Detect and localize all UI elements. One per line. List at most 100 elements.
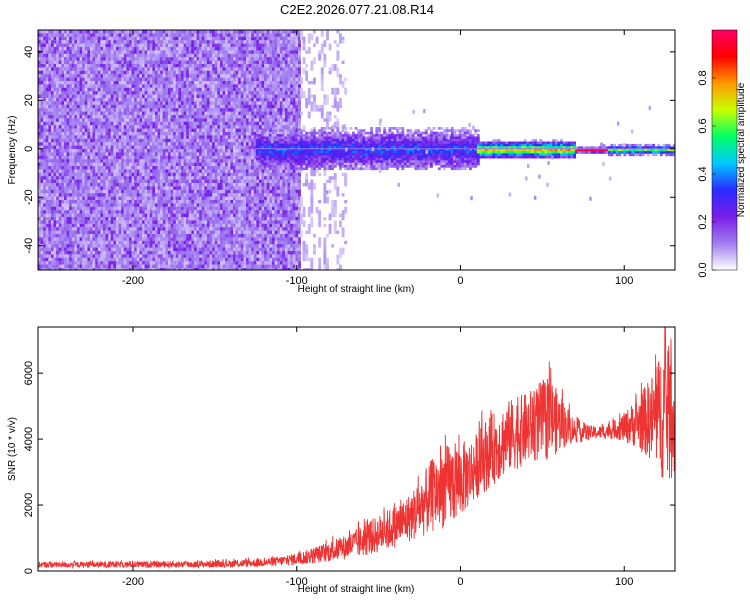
- spectrogram-cell: [194, 240, 197, 245]
- spectrogram-cell: [92, 155, 96, 160]
- spectrogram-cell: [58, 128, 62, 132]
- spectrogram-cell: [108, 159, 112, 163]
- spectrogram-cell: [103, 264, 106, 268]
- spectrogram-cell: [113, 84, 117, 88]
- spectrogram-cell: [71, 101, 75, 105]
- spectrogram-cell: [90, 206, 93, 211]
- spectrogram-cell: [178, 159, 182, 163]
- spectrogram-cell: [152, 70, 156, 75]
- spectrogram-cell: [40, 203, 44, 207]
- spectrogram-cell: [155, 36, 158, 41]
- spectrogram-cell: [105, 196, 109, 200]
- spectrogram-cell: [199, 264, 203, 268]
- spectrogram-cell: [58, 230, 62, 234]
- spectrogram-cell: [121, 94, 125, 98]
- spectrogram-cell: [131, 186, 135, 194]
- spectrogram-cell: [51, 169, 54, 177]
- spectrogram-cell: [51, 33, 54, 37]
- spectrogram-cell: [147, 81, 151, 85]
- spectrogram-cell: [173, 40, 177, 44]
- spectrogram-cell: [51, 145, 54, 149]
- spectrogram-cell: [56, 210, 60, 214]
- spectrogram-cell: [45, 206, 49, 211]
- spectrogram-cell: [100, 135, 104, 139]
- spectrogram-cell: [149, 247, 153, 251]
- spectrogram-cell: [170, 70, 174, 75]
- spectrogram-cell: [90, 74, 93, 78]
- spectrogram-cell: [90, 203, 93, 211]
- spectrogram-cell: [45, 254, 49, 258]
- spectrogram-cell: [110, 206, 114, 211]
- spectrogram-cell: [188, 172, 192, 177]
- spectrogram-cell: [105, 84, 109, 88]
- spectrogram-cell: [53, 152, 57, 156]
- spectrogram-cell: [173, 217, 177, 221]
- spectrogram-cell: [40, 135, 44, 139]
- spectrogram-cell: [170, 251, 174, 255]
- spectrogram-cell: [149, 43, 153, 47]
- spectrogram-cell: [173, 247, 177, 251]
- spectrogram-cell: [48, 40, 52, 44]
- spectrogram-cell: [168, 193, 171, 197]
- spectrogram-cell: [97, 118, 101, 122]
- spectrogram-cell: [152, 33, 156, 37]
- spectrogram-cell: [92, 230, 96, 234]
- spectrogram-cell: [113, 169, 117, 177]
- spectrogram-cell: [118, 77, 122, 81]
- spectrogram-cell: [95, 111, 99, 115]
- spectrogram-cell: [48, 60, 52, 64]
- spectrogram-cell: [191, 251, 195, 255]
- spectrogram-cell: [168, 118, 171, 122]
- spectrogram-cell: [136, 247, 140, 251]
- spectrogram-cell: [118, 261, 122, 265]
- spectrogram-cell: [79, 47, 83, 51]
- spectrogram-cell: [118, 268, 122, 270]
- spectrogram-cell: [152, 257, 156, 262]
- spectrogram-cell: [157, 166, 161, 170]
- spectrogram-cell: [155, 104, 158, 109]
- spectrogram-cell: [152, 50, 156, 54]
- spectrogram-cell: [126, 203, 130, 211]
- spectrogram-cell: [74, 84, 78, 88]
- spectrogram-cell: [186, 223, 190, 228]
- spectrogram-cell: [45, 213, 49, 217]
- spectrogram-cell: [108, 261, 112, 265]
- spectrogram-cell: [142, 223, 145, 228]
- spectrogram-cell: [53, 135, 57, 139]
- spectrogram-cell: [69, 50, 73, 54]
- spectrogram-cell: [69, 36, 73, 41]
- spectrogram-cell: [113, 210, 117, 214]
- spectrogram-cell: [116, 196, 119, 200]
- spectrogram-cell: [66, 230, 70, 234]
- spectrogram-cell: [134, 240, 138, 245]
- spectrogram-cell: [64, 57, 67, 61]
- spectrogram-cell: [207, 74, 210, 78]
- spectrogram-cell: [43, 176, 47, 180]
- spectrogram-cell: [204, 43, 208, 47]
- spectrogram-cell: [51, 257, 54, 265]
- spectrogram-cell: [64, 237, 67, 245]
- spectrogram-cell: [58, 176, 62, 180]
- spectrogram-cell: [108, 234, 112, 238]
- spectrogram-cell: [136, 30, 140, 34]
- spectrogram-cell: [110, 169, 114, 173]
- spectrogram-cell: [181, 77, 184, 81]
- spectrogram-cell: [173, 237, 177, 245]
- spectrogram-cell: [77, 64, 80, 68]
- spectrogram-cell: [79, 57, 83, 61]
- spectrogram-cell: [97, 145, 101, 149]
- spectrogram-cell: [217, 162, 221, 166]
- spectrogram-cell: [126, 210, 130, 214]
- spectrogram-cell: [77, 145, 80, 149]
- spectrogram-cell: [178, 145, 182, 149]
- spectrogram-cell: [43, 264, 47, 270]
- spectrogram-cell: [74, 47, 78, 51]
- spectrogram-cell: [149, 183, 153, 187]
- spectrogram-cell: [149, 268, 153, 270]
- spectrogram-cell: [207, 223, 210, 228]
- spectrogram-cell: [173, 244, 177, 248]
- spectrogram-cell: [183, 47, 187, 51]
- spectrogram-cell: [48, 135, 52, 143]
- spectrogram-cell: [217, 206, 221, 211]
